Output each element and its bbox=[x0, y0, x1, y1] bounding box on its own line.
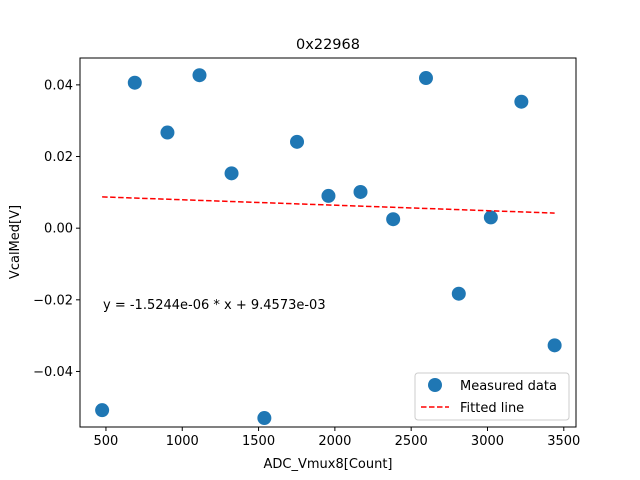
fitted-line bbox=[102, 196, 555, 214]
fit-equation-annotation: y = -1.5244e-06 * x + 9.4573e-03 bbox=[103, 298, 326, 313]
data-point bbox=[321, 188, 336, 203]
legend-box bbox=[414, 372, 570, 421]
x-tick-label: 2000 bbox=[318, 434, 351, 449]
y-axis-ticks: −0.04 −0.02 0.00 0.02 0.04 bbox=[33, 78, 80, 380]
data-point bbox=[483, 210, 498, 225]
data-point bbox=[257, 411, 272, 426]
x-tick-label: 3500 bbox=[547, 434, 580, 449]
x-tick-label: 2500 bbox=[395, 434, 428, 449]
x-tick-label: 500 bbox=[94, 434, 119, 449]
data-point bbox=[192, 68, 207, 83]
legend-label-fitted: Fitted line bbox=[460, 401, 524, 416]
y-tick-label: −0.04 bbox=[33, 365, 73, 380]
x-tick-label: 1000 bbox=[166, 434, 199, 449]
x-axis-label: ADC_Vmux8[Count] bbox=[264, 457, 393, 472]
x-tick-label: 1500 bbox=[242, 434, 275, 449]
chart-title: 0x22968 bbox=[296, 37, 360, 53]
y-axis-label: VcalMed[V] bbox=[8, 205, 23, 279]
y-tick-label: −0.02 bbox=[33, 293, 73, 308]
legend: Measured data Fitted line bbox=[414, 372, 570, 421]
y-tick-label: 0.04 bbox=[44, 78, 73, 93]
data-point bbox=[514, 94, 529, 109]
x-tick-label: 3000 bbox=[471, 434, 504, 449]
x-axis-ticks: 500 1000 1500 2000 2500 3000 3500 bbox=[94, 427, 580, 449]
data-point bbox=[160, 125, 175, 140]
legend-label-measured: Measured data bbox=[460, 379, 557, 394]
data-point bbox=[451, 286, 466, 301]
data-point bbox=[290, 134, 305, 149]
y-tick-label: 0.00 bbox=[44, 222, 73, 237]
data-point bbox=[95, 403, 110, 418]
data-point bbox=[547, 338, 562, 353]
data-point bbox=[353, 184, 368, 199]
data-point bbox=[386, 212, 401, 227]
y-tick-label: 0.02 bbox=[44, 150, 73, 165]
plot-frame bbox=[79, 57, 577, 428]
data-point bbox=[224, 166, 239, 181]
legend-marker-measured bbox=[428, 378, 442, 392]
data-point bbox=[127, 75, 142, 90]
plot-area bbox=[80, 58, 576, 427]
data-layer bbox=[95, 68, 562, 426]
data-point bbox=[418, 71, 433, 86]
